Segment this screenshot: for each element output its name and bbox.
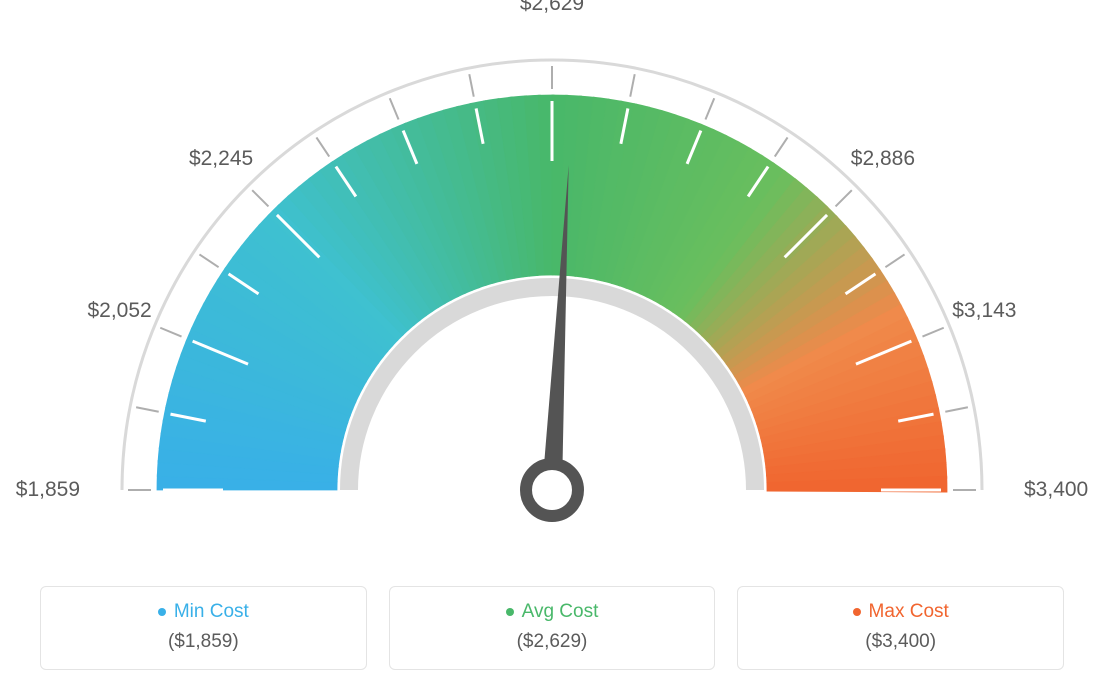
gauge-tick-label: $2,245 — [189, 147, 253, 171]
legend-value-avg: ($2,629) — [400, 631, 705, 653]
legend-title-max: Max Cost — [853, 601, 949, 623]
legend-value-max: ($3,400) — [748, 631, 1053, 653]
legend-label-avg: Avg Cost — [522, 601, 599, 623]
gauge-tick-label: $2,629 — [520, 0, 584, 16]
legend-title-avg: Avg Cost — [506, 601, 599, 623]
legend-dot-avg — [506, 608, 514, 616]
legend-card-max: Max Cost ($3,400) — [737, 586, 1064, 670]
legend-label-min: Min Cost — [174, 601, 249, 623]
legend-card-min: Min Cost ($1,859) — [40, 586, 367, 670]
gauge-area: $1,859 $2,052 $2,245 $2,629 $2,886 $3,143 $3,4… — [0, 0, 1104, 560]
legend-value-min: ($1,859) — [51, 631, 356, 653]
legend-row: Min Cost ($1,859) Avg Cost ($2,629) Max … — [40, 586, 1064, 670]
legend-label-max: Max Cost — [869, 601, 949, 623]
gauge-tick-label: $3,143 — [952, 299, 1016, 323]
gauge-tick-label: $3,400 — [1024, 478, 1088, 502]
gauge-tick-label: $1,859 — [16, 478, 80, 502]
gauge-chart-container: $1,859 $2,052 $2,245 $2,629 $2,886 $3,143 $3,4… — [0, 0, 1104, 690]
gauge-tick-label: $2,052 — [87, 299, 151, 323]
legend-title-min: Min Cost — [158, 601, 249, 623]
legend-dot-max — [853, 608, 861, 616]
gauge-svg — [0, 0, 1104, 560]
legend-dot-min — [158, 608, 166, 616]
gauge-tick-label: $2,886 — [851, 147, 915, 171]
legend-card-avg: Avg Cost ($2,629) — [389, 586, 716, 670]
